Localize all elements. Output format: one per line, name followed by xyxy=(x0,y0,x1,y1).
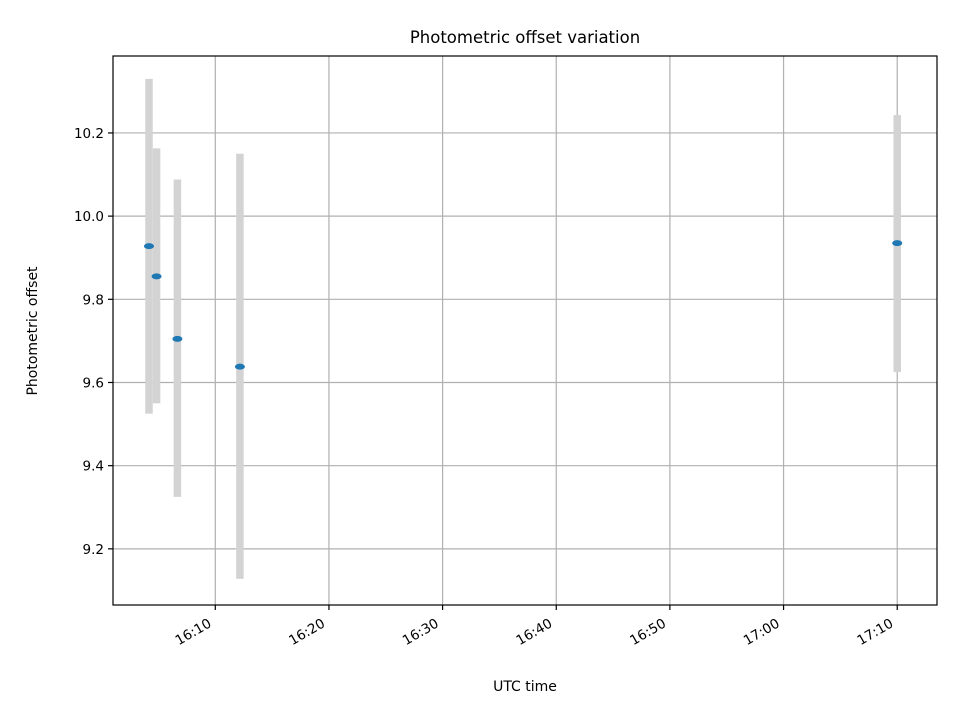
y-tick-label: 9.6 xyxy=(83,375,104,391)
data-point xyxy=(234,363,245,370)
y-axis-label: Photometric offset xyxy=(25,266,41,396)
y-axis-ticks: 9.2 9.4 9.6 9.8 10.0 10.2 xyxy=(74,126,113,558)
y-tick-label: 10.0 xyxy=(74,209,104,225)
x-axis-label: UTC time xyxy=(493,679,557,695)
y-tick-label: 9.2 xyxy=(83,542,104,558)
plot-area-frame xyxy=(112,55,938,606)
data-points xyxy=(143,240,903,370)
data-point xyxy=(892,240,903,247)
y-tick-label: 9.8 xyxy=(83,292,104,308)
data-point xyxy=(151,273,162,280)
y-tick-label: 10.2 xyxy=(74,126,104,142)
grid-lines xyxy=(113,56,937,605)
data-point xyxy=(143,243,154,250)
y-tick-label: 9.4 xyxy=(83,459,104,475)
chart-title: Photometric offset variation xyxy=(410,28,640,47)
data-point xyxy=(172,335,183,342)
